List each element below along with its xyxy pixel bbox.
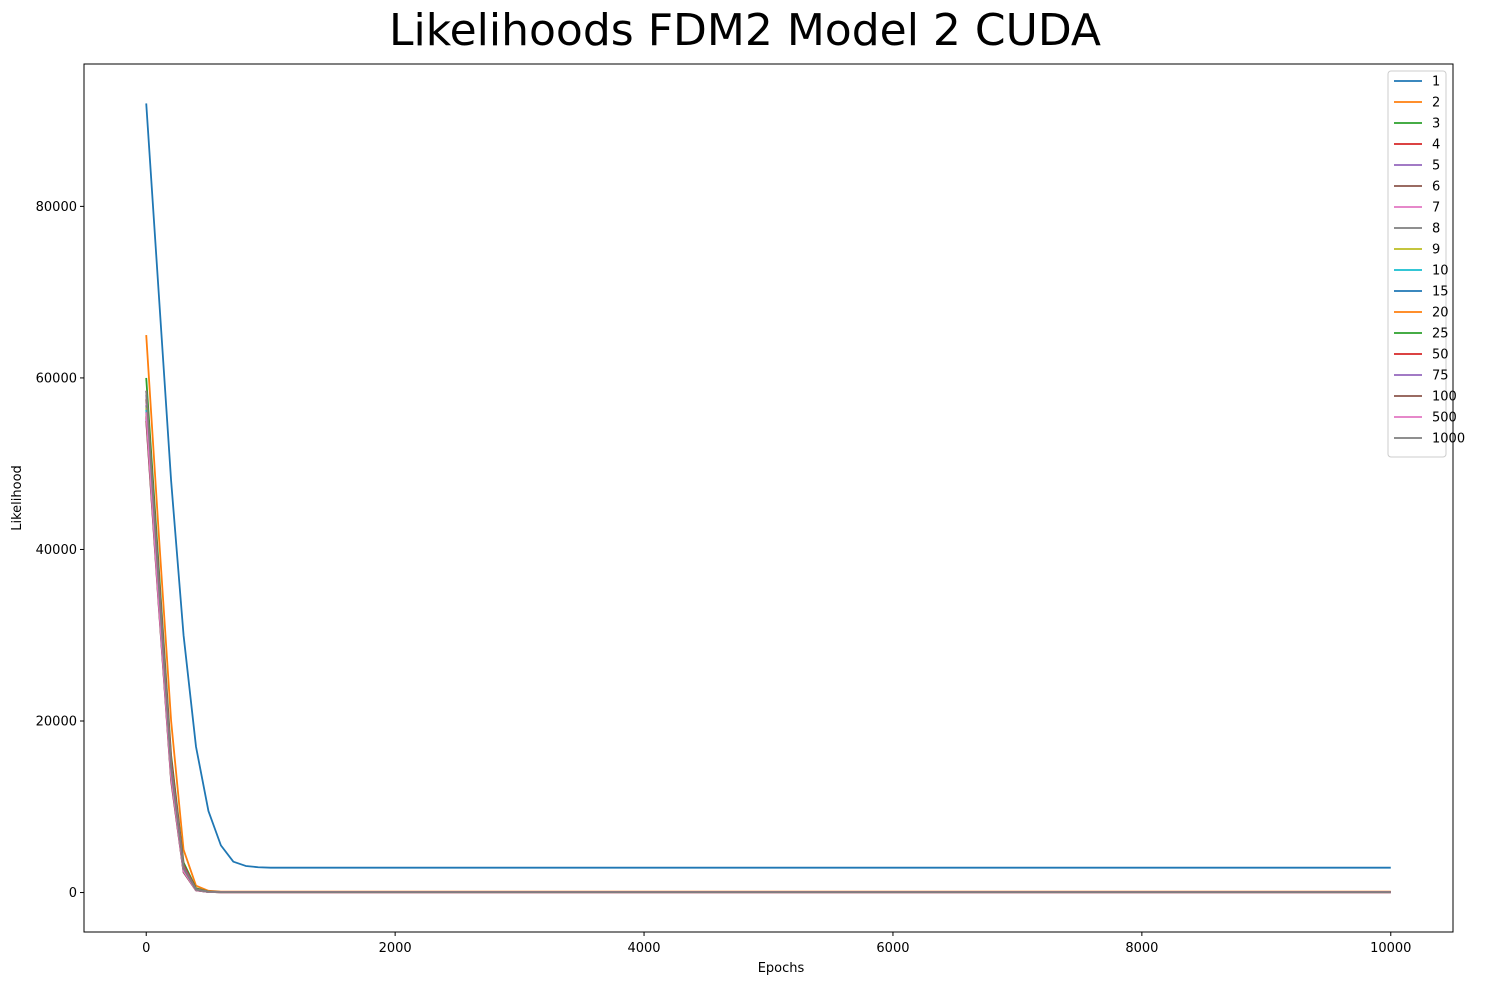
series-line-8 bbox=[145, 405, 1391, 894]
x-tick-label: 0 bbox=[142, 941, 150, 956]
y-axis: 0 20000 40000 60000 80000 bbox=[36, 200, 84, 901]
x-tick-label: 10000 bbox=[1370, 941, 1411, 956]
legend-label-1: 1 bbox=[1432, 75, 1440, 90]
series-line-20 bbox=[145, 413, 1391, 894]
series-line-4 bbox=[145, 390, 1391, 893]
y-tick-label: 20000 bbox=[36, 715, 77, 730]
x-tick-label: 4000 bbox=[627, 941, 660, 956]
y-tick-label: 80000 bbox=[36, 200, 77, 215]
x-tick-label: 2000 bbox=[379, 941, 412, 956]
series-line-15 bbox=[145, 412, 1391, 894]
chart-title: Likelihoods FDM2 Model 2 CUDA bbox=[389, 5, 1101, 56]
series-line-9 bbox=[145, 407, 1391, 894]
series-line-25 bbox=[145, 415, 1391, 894]
legend-label-10: 10 bbox=[1432, 264, 1449, 279]
x-tick-label: 6000 bbox=[876, 941, 909, 956]
legend-label-25: 25 bbox=[1432, 327, 1449, 342]
legend-label-6: 6 bbox=[1432, 180, 1440, 195]
y-tick-label: 40000 bbox=[36, 543, 77, 558]
series-line-5 bbox=[145, 395, 1391, 893]
series-line-100 bbox=[145, 420, 1391, 894]
legend-label-75: 75 bbox=[1432, 369, 1449, 384]
legend-label-50: 50 bbox=[1432, 348, 1449, 363]
series-line-1 bbox=[145, 103, 1391, 869]
legend-label-9: 9 bbox=[1432, 243, 1440, 258]
legend-label-1000: 1000 bbox=[1432, 432, 1465, 447]
legend-label-7: 7 bbox=[1432, 201, 1440, 216]
legend-label-5: 5 bbox=[1432, 159, 1440, 174]
y-tick-label: 60000 bbox=[36, 371, 77, 386]
series-line-7 bbox=[145, 403, 1391, 894]
x-axis: 0 2000 4000 6000 8000 10000 bbox=[142, 932, 1411, 956]
legend-label-15: 15 bbox=[1432, 285, 1449, 300]
series-line-1000 bbox=[145, 390, 1391, 894]
y-axis-label: Likelihood bbox=[10, 465, 25, 531]
legend-label-3: 3 bbox=[1432, 117, 1440, 132]
legend-label-4: 4 bbox=[1432, 138, 1440, 153]
series-line-10 bbox=[145, 409, 1391, 894]
legend-box bbox=[1387, 70, 1447, 458]
x-axis-label: Epochs bbox=[758, 961, 805, 976]
legend-label-20: 20 bbox=[1432, 306, 1449, 321]
x-tick-label: 8000 bbox=[1125, 941, 1158, 956]
plot-lines bbox=[145, 103, 1391, 894]
y-tick-label: 0 bbox=[69, 886, 77, 901]
plot-frame bbox=[83, 63, 1454, 933]
series-line-2 bbox=[145, 334, 1391, 893]
legend-label-500: 500 bbox=[1432, 411, 1457, 426]
legend-label-8: 8 bbox=[1432, 222, 1440, 237]
series-line-50 bbox=[145, 417, 1391, 894]
series-line-6 bbox=[145, 399, 1391, 893]
series-line-500 bbox=[145, 412, 1391, 894]
legend: 1 2 3 4 5 6 7 8 9 10 15 20 25 50 75 100 500 1000 bbox=[1387, 70, 1465, 458]
legend-label-100: 100 bbox=[1432, 390, 1457, 405]
legend-label-2: 2 bbox=[1432, 96, 1440, 111]
series-line-75 bbox=[145, 419, 1391, 894]
series-line-3 bbox=[145, 377, 1391, 893]
